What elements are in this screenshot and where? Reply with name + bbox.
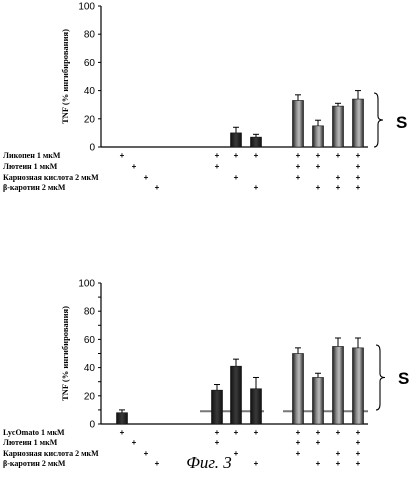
condition-plus: + bbox=[296, 449, 301, 458]
condition-plus: + bbox=[155, 183, 160, 192]
bar bbox=[211, 389, 223, 425]
condition-plus: + bbox=[356, 449, 361, 458]
condition-plus: + bbox=[336, 449, 341, 458]
condition-plus: + bbox=[144, 173, 149, 182]
row-label: LycOmato 1 мкМ bbox=[3, 428, 65, 437]
bar bbox=[250, 388, 262, 425]
condition-plus: + bbox=[296, 162, 301, 171]
bar bbox=[332, 346, 344, 425]
condition-plus: + bbox=[254, 428, 259, 437]
row-label: Карнозная кислота 2 мкМ bbox=[3, 449, 99, 458]
condition-plus: + bbox=[296, 151, 301, 160]
y-tick-label: 80 bbox=[84, 30, 96, 41]
condition-plus: + bbox=[316, 162, 321, 171]
bar bbox=[116, 412, 128, 425]
condition-plus: + bbox=[356, 151, 361, 160]
y-axis-label: TNF (% ингибирования) bbox=[60, 306, 70, 401]
condition-plus: + bbox=[336, 428, 341, 437]
condition-plus: + bbox=[296, 173, 301, 182]
y-tick-label: 100 bbox=[78, 2, 95, 13]
y-tick-label: 40 bbox=[84, 363, 96, 374]
condition-plus: + bbox=[234, 449, 239, 458]
condition-plus: + bbox=[215, 428, 220, 437]
bar bbox=[312, 125, 324, 148]
condition-plus: + bbox=[336, 173, 341, 182]
y-tick-label: 40 bbox=[84, 86, 96, 97]
bracket-label: S bbox=[396, 113, 407, 132]
condition-plus: + bbox=[254, 459, 259, 468]
bar bbox=[312, 377, 324, 425]
bar bbox=[352, 347, 364, 425]
bracket bbox=[375, 344, 386, 411]
bar bbox=[352, 98, 364, 148]
condition-plus: + bbox=[296, 438, 301, 447]
condition-plus: + bbox=[132, 438, 137, 447]
condition-plus: + bbox=[356, 162, 361, 171]
row-label: Лютеин 1 мкМ bbox=[3, 162, 58, 171]
y-tick-label: 0 bbox=[89, 420, 95, 431]
bar bbox=[230, 365, 242, 425]
y-tick-label: 0 bbox=[89, 143, 95, 154]
condition-plus: + bbox=[234, 173, 239, 182]
row-label: β-каротин 2 мкМ bbox=[3, 459, 66, 468]
figure-caption: Фиг. 3 bbox=[186, 453, 232, 472]
bar bbox=[332, 105, 344, 148]
bracket bbox=[373, 92, 384, 148]
bar bbox=[230, 132, 242, 148]
bar bbox=[250, 136, 262, 148]
condition-plus: + bbox=[254, 151, 259, 160]
condition-plus: + bbox=[215, 151, 220, 160]
condition-plus: + bbox=[132, 162, 137, 171]
row-label: β-каротин 2 мкМ bbox=[3, 183, 66, 192]
bar bbox=[292, 353, 304, 425]
condition-plus: + bbox=[296, 428, 301, 437]
y-tick-label: 100 bbox=[78, 279, 95, 290]
y-tick-label: 20 bbox=[84, 114, 96, 125]
y-tick-label: 80 bbox=[84, 307, 96, 318]
bar bbox=[292, 100, 304, 148]
condition-plus: + bbox=[215, 162, 220, 171]
condition-plus: + bbox=[120, 428, 125, 437]
condition-plus: + bbox=[356, 428, 361, 437]
condition-plus: + bbox=[356, 173, 361, 182]
y-tick-label: 60 bbox=[84, 58, 96, 69]
y-tick-label: 60 bbox=[84, 335, 96, 346]
y-axis-label: TNF (% ингибирования) bbox=[60, 29, 70, 124]
row-label: Лютеин 1 мкМ bbox=[3, 438, 58, 447]
condition-plus: + bbox=[215, 438, 220, 447]
condition-plus: + bbox=[316, 151, 321, 160]
condition-plus: + bbox=[234, 428, 239, 437]
condition-plus: + bbox=[120, 151, 125, 160]
row-label: Ликопен 1 мкМ bbox=[3, 151, 61, 160]
condition-plus: + bbox=[356, 438, 361, 447]
condition-plus: + bbox=[254, 183, 259, 192]
condition-plus: + bbox=[336, 459, 341, 468]
condition-plus: + bbox=[155, 459, 160, 468]
row-label: Карнозная кислота 2 мкМ bbox=[3, 173, 99, 182]
condition-plus: + bbox=[316, 438, 321, 447]
y-tick-label: 20 bbox=[84, 391, 96, 402]
condition-plus: + bbox=[234, 151, 239, 160]
condition-plus: + bbox=[316, 459, 321, 468]
condition-plus: + bbox=[144, 449, 149, 458]
bracket-label: S bbox=[398, 369, 409, 388]
condition-plus: + bbox=[336, 183, 341, 192]
condition-plus: + bbox=[356, 183, 361, 192]
condition-plus: + bbox=[336, 151, 341, 160]
condition-plus: + bbox=[316, 428, 321, 437]
condition-plus: + bbox=[316, 183, 321, 192]
condition-plus: + bbox=[356, 459, 361, 468]
